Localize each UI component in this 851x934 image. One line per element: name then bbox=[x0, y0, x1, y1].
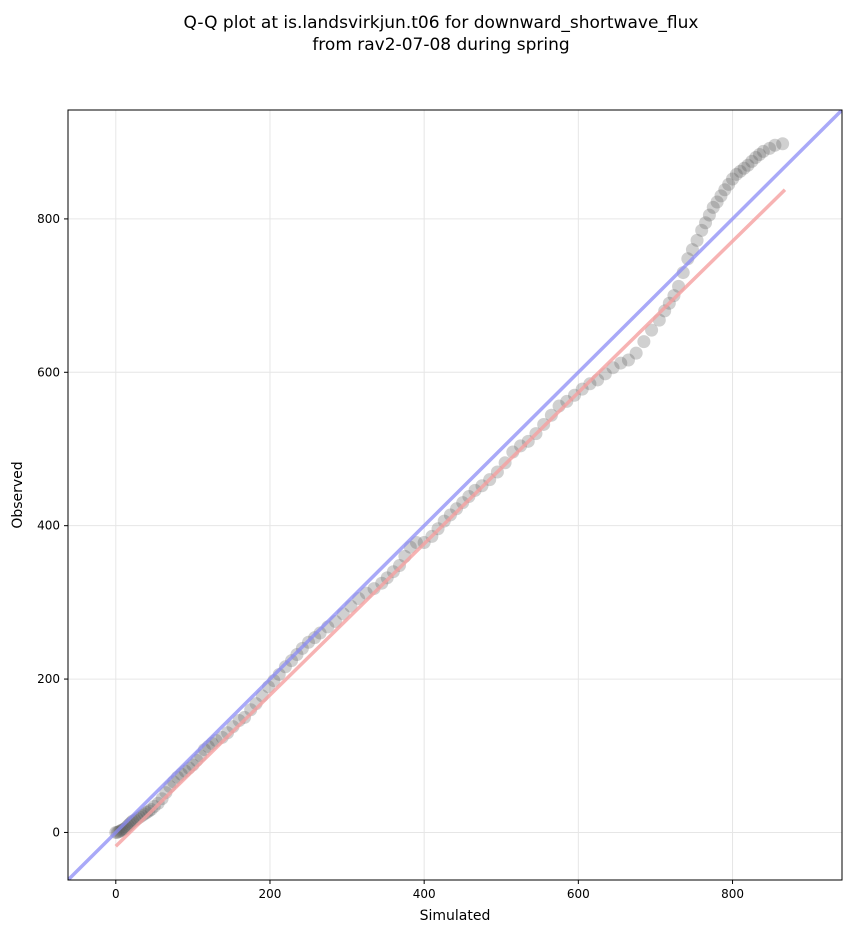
qq-point bbox=[621, 353, 635, 367]
qq-point bbox=[776, 137, 790, 151]
qq-point bbox=[706, 200, 720, 214]
qq-point bbox=[637, 335, 651, 349]
y-tick-label: 400 bbox=[37, 519, 60, 533]
y-tick-label: 0 bbox=[52, 825, 60, 839]
y-tick-label: 200 bbox=[37, 672, 60, 686]
chart-subtitle: from rav2-07-08 during spring bbox=[312, 35, 569, 55]
qq-point bbox=[710, 195, 724, 209]
x-tick-label: 400 bbox=[413, 887, 436, 901]
qq-point bbox=[450, 502, 464, 516]
y-tick-label: 600 bbox=[37, 365, 60, 379]
qq-point bbox=[468, 483, 482, 497]
qq-point bbox=[741, 158, 755, 172]
qq-point bbox=[629, 346, 643, 360]
y-tick-label: 800 bbox=[37, 212, 60, 226]
qq-point bbox=[695, 223, 709, 237]
qq-point bbox=[667, 289, 681, 303]
qq-point bbox=[308, 631, 322, 645]
fit-line bbox=[114, 188, 787, 848]
qq-point bbox=[658, 304, 672, 318]
qq-point bbox=[142, 804, 156, 818]
qq-point bbox=[749, 151, 763, 165]
plot-frame bbox=[67, 109, 843, 881]
qq-point bbox=[140, 806, 154, 820]
qq-point bbox=[606, 361, 620, 375]
qq-point bbox=[745, 154, 759, 168]
x-tick-label: 200 bbox=[259, 887, 282, 901]
x-tick-label: 800 bbox=[721, 887, 744, 901]
qq-point bbox=[238, 710, 252, 724]
qq-point bbox=[737, 161, 751, 175]
qq-point bbox=[221, 726, 235, 740]
qq-point bbox=[514, 439, 528, 453]
qq-point bbox=[685, 243, 699, 257]
x-axis-label: Simulated bbox=[420, 908, 491, 924]
plot-series bbox=[68, 110, 842, 880]
qq-point bbox=[544, 408, 558, 422]
qq-point bbox=[614, 356, 628, 370]
qq-point bbox=[313, 626, 327, 640]
qq-point bbox=[645, 323, 659, 337]
qq-point bbox=[690, 233, 704, 247]
qq-point bbox=[763, 141, 777, 155]
qq-point bbox=[702, 208, 716, 222]
qq-point bbox=[722, 177, 736, 191]
qq-point bbox=[278, 660, 292, 674]
y-axis-label: Observed bbox=[10, 461, 26, 528]
qq-point bbox=[718, 183, 732, 197]
qq-point bbox=[456, 496, 470, 510]
qq-point bbox=[699, 216, 713, 230]
qq-point bbox=[729, 167, 743, 181]
qq-point bbox=[462, 490, 476, 504]
qq-point bbox=[113, 824, 127, 838]
chart-title: Q-Q plot at is.landsvirkjun.t06 for down… bbox=[184, 13, 699, 33]
qq-point bbox=[726, 172, 740, 186]
qq-point bbox=[285, 654, 299, 668]
qq-point bbox=[443, 508, 457, 522]
identity-line bbox=[68, 110, 842, 880]
qq-point bbox=[753, 147, 767, 161]
x-tick-label: 600 bbox=[567, 887, 590, 901]
qq-point bbox=[714, 189, 728, 203]
qq-point bbox=[733, 164, 747, 178]
qq-point bbox=[756, 144, 770, 158]
qq-point bbox=[583, 377, 597, 391]
axis-ticks: 0 200 400 600 800 0 200 400 600 800 bbox=[37, 212, 744, 901]
x-tick-label: 0 bbox=[112, 887, 120, 901]
qq-point bbox=[768, 138, 782, 152]
qq-point bbox=[437, 514, 451, 528]
grid-lines bbox=[68, 110, 842, 880]
qq-point bbox=[115, 823, 129, 837]
